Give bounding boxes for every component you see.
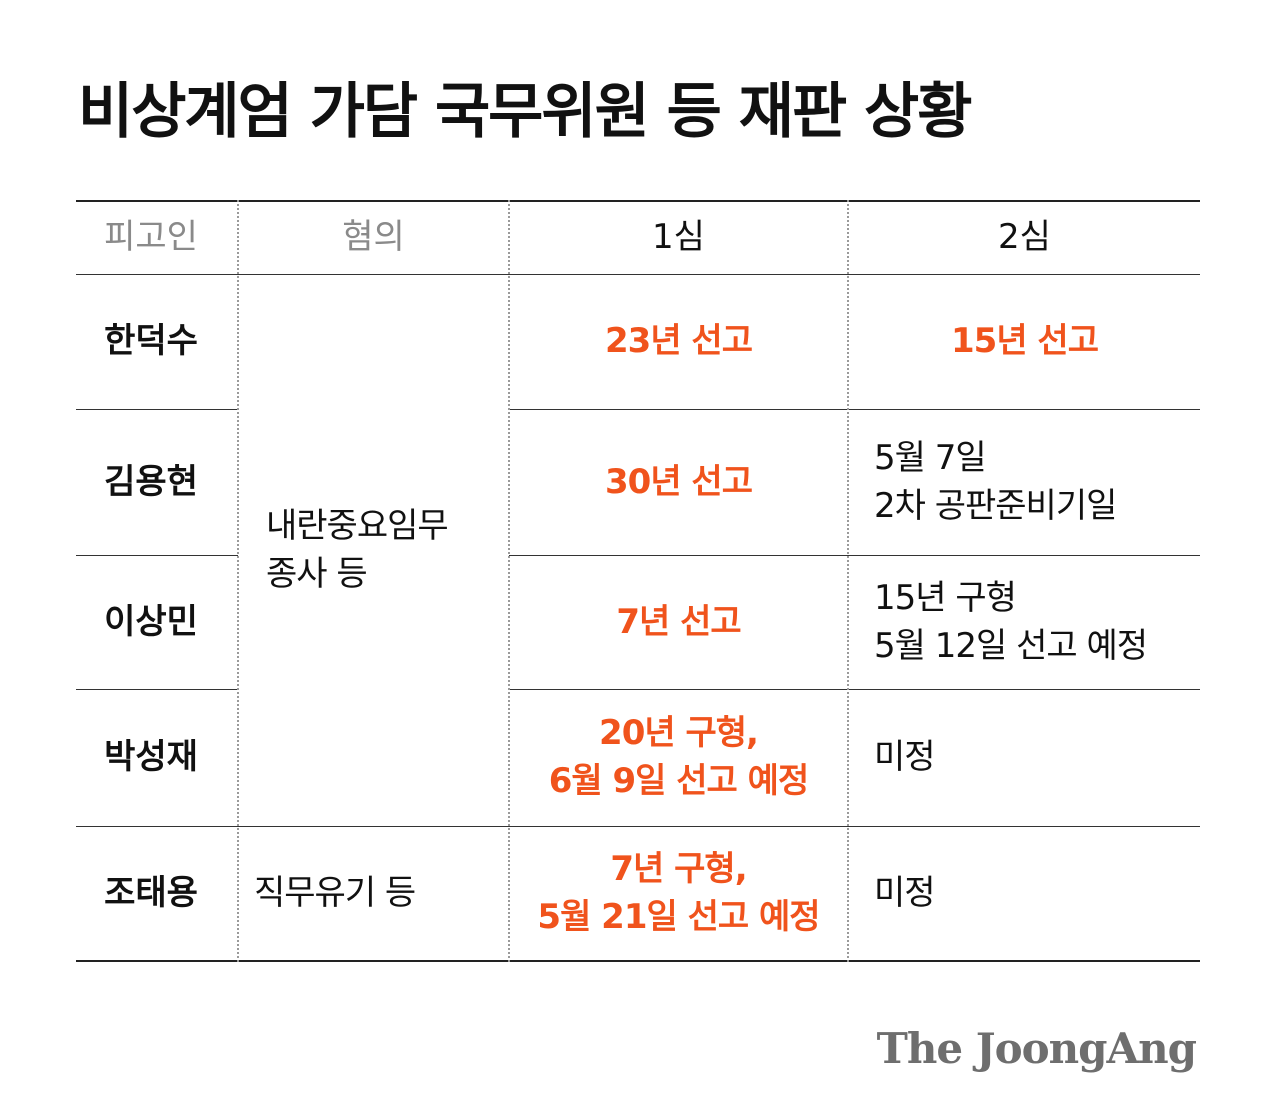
second-trial-result: 5월 7일 2차 공판준비기일 bbox=[874, 410, 1194, 555]
defendant-name: 박성재 bbox=[104, 737, 198, 778]
second-trial-result: 15년 구형 5월 12일 선고 예정 bbox=[874, 556, 1194, 689]
row-rule-2-right bbox=[509, 555, 1200, 556]
column-divider-3 bbox=[847, 200, 849, 962]
result-line: 5월 21일 선고 예정 bbox=[537, 896, 820, 937]
header-charge: 혐의 bbox=[342, 217, 405, 258]
row-rule-2-left bbox=[76, 555, 238, 556]
result-line: 20년 구형, bbox=[599, 713, 759, 754]
charge-line: 종사 등 bbox=[266, 553, 368, 594]
publisher-logo: The JoongAng bbox=[876, 1024, 1197, 1073]
result-line: 2차 공판준비기일 bbox=[874, 485, 1117, 526]
first-trial-result: 7년 구형, 5월 21일 선고 예정 bbox=[510, 827, 847, 960]
table-top-rule bbox=[76, 200, 1200, 202]
row-rule-4 bbox=[76, 826, 1200, 827]
result-line: 7년 구형, bbox=[610, 848, 747, 889]
row-rule-1-left bbox=[76, 409, 238, 410]
column-divider-1 bbox=[237, 200, 239, 962]
first-trial-result: 20년 구형, 6월 9일 선고 예정 bbox=[510, 690, 847, 826]
result-line: 5월 12일 선고 예정 bbox=[874, 625, 1148, 666]
row-rule-3-left bbox=[76, 689, 238, 690]
result-line: 6월 9일 선고 예정 bbox=[548, 761, 810, 801]
defendant-name: 김용현 bbox=[104, 461, 198, 502]
charge-insurrection: 내란중요임무 종사 등 bbox=[266, 275, 506, 826]
charge-dereliction: 직무유기 등 bbox=[254, 872, 416, 913]
table-bottom-rule bbox=[76, 960, 1200, 962]
defendant-name: 한덕수 bbox=[104, 321, 198, 362]
charge-line: 내란중요임무 bbox=[266, 505, 449, 546]
column-divider-2 bbox=[508, 200, 510, 962]
trial-status-table: 피고인 혐의 1심 2심 한덕수 김용현 이상민 박성재 조태용 내란중요임무 … bbox=[76, 200, 1200, 962]
first-trial-result: 7년 선고 bbox=[616, 601, 741, 642]
defendant-name: 조태용 bbox=[104, 872, 198, 913]
row-rule-3-right bbox=[509, 689, 1200, 690]
header-rule bbox=[76, 274, 1200, 275]
header-second-trial: 2심 bbox=[998, 217, 1051, 258]
row-rule-1-right bbox=[509, 409, 1200, 410]
first-trial-result: 23년 선고 bbox=[605, 321, 753, 362]
second-trial-result: 15년 선고 bbox=[951, 321, 1099, 362]
page-title: 비상계엄 가담 국무위원 등 재판 상황 bbox=[78, 77, 972, 147]
result-line: 15년 구형 bbox=[874, 577, 1017, 618]
defendant-name: 이상민 bbox=[104, 601, 198, 642]
header-defendant: 피고인 bbox=[104, 217, 198, 258]
second-trial-result: 미정 bbox=[874, 872, 936, 913]
second-trial-result: 미정 bbox=[874, 737, 936, 778]
first-trial-result: 30년 선고 bbox=[605, 461, 753, 502]
result-line: 5월 7일 bbox=[874, 437, 987, 478]
header-first-trial: 1심 bbox=[652, 217, 705, 258]
